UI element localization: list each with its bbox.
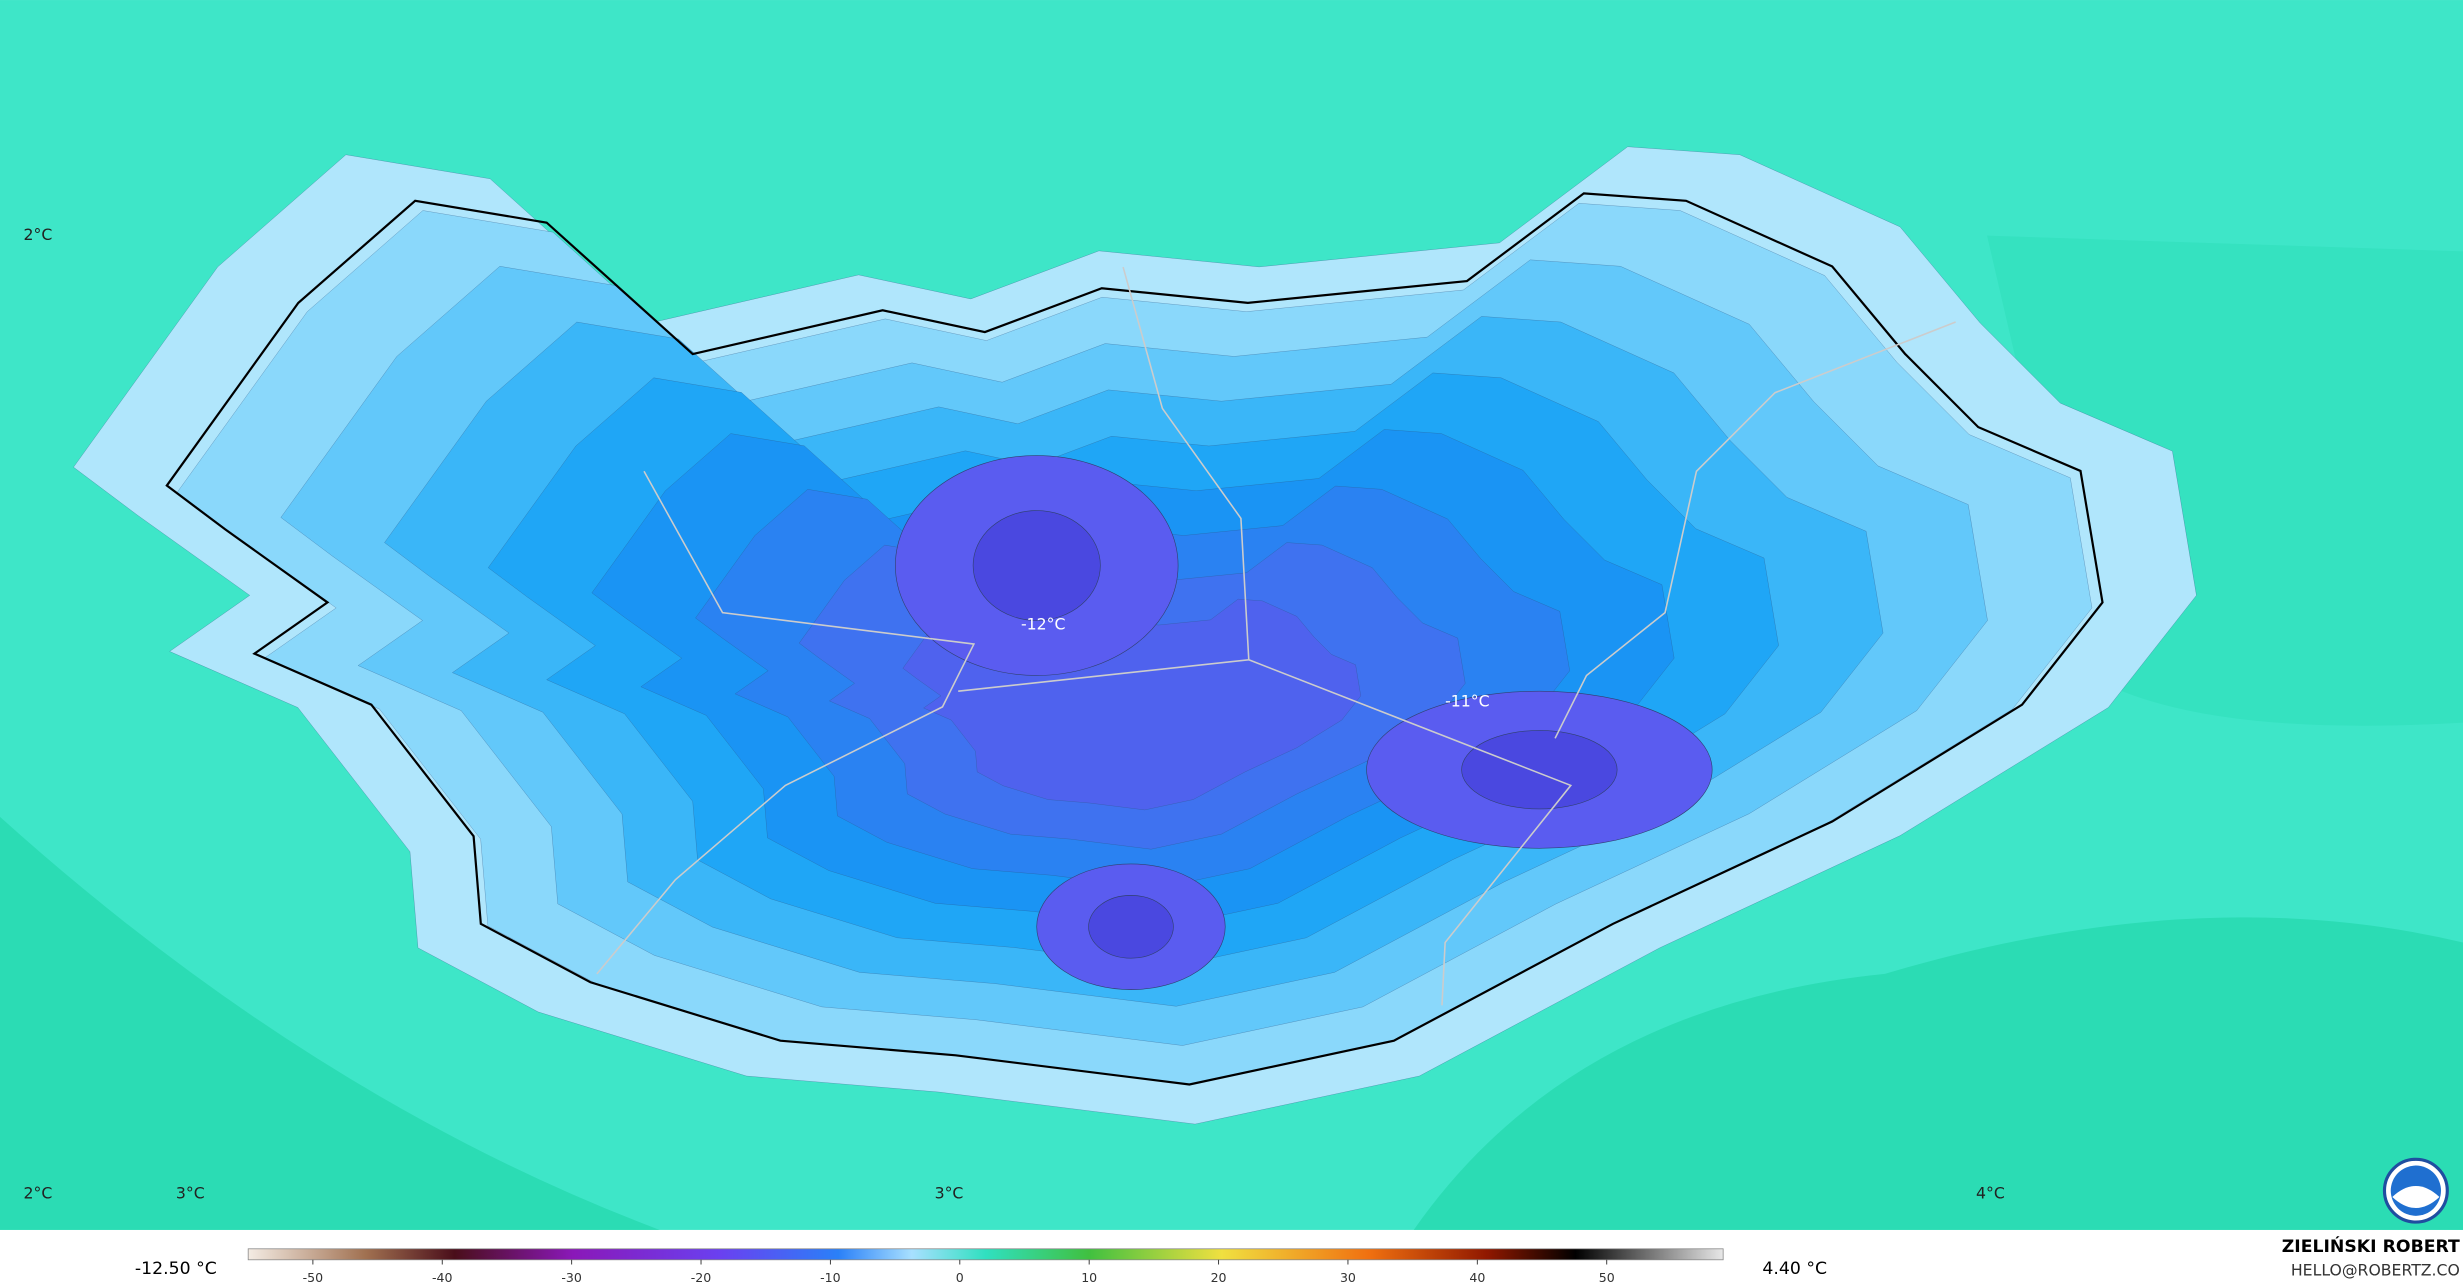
tick-label: 50 <box>1599 1270 1615 1285</box>
tick-label: -40 <box>432 1270 453 1285</box>
tick-label: -10 <box>820 1270 841 1285</box>
temperature-label: 3°C <box>935 1183 964 1202</box>
email: HELLO@ROBERTZ.CO <box>2291 1260 2460 1279</box>
tick-label: -20 <box>691 1270 712 1285</box>
tick-label: 40 <box>1469 1270 1485 1285</box>
tick-label: 0 <box>956 1270 964 1285</box>
colorbar <box>247 1248 1724 1261</box>
temperature-field <box>73 146 2197 1125</box>
temperature-label: -12°C <box>1021 615 1065 634</box>
tick-label: 30 <box>1340 1270 1356 1285</box>
coastline <box>165 192 2104 1086</box>
map-labels: 2°C 2°C 3°C 3°C 4°C -12°C -11°C <box>24 225 2005 1202</box>
temperature-label: 4°C <box>1976 1183 2005 1202</box>
road <box>596 470 976 975</box>
min-label: -12.50 °C <box>135 1259 217 1279</box>
cold-core <box>972 510 1101 621</box>
tick-label: 20 <box>1211 1270 1227 1285</box>
author: ZIELIŃSKI ROBERT <box>2282 1235 2460 1257</box>
colorbar-ticks: -50 -40 -30 -20 -10 0 10 20 30 40 50 <box>303 1259 1615 1285</box>
tick-label: 10 <box>1081 1270 1097 1285</box>
road <box>1248 659 1573 1006</box>
tick-label: -50 <box>303 1270 324 1285</box>
temperature-label: 3°C <box>176 1183 205 1202</box>
cold-core <box>1088 895 1174 959</box>
temperature-label: 2°C <box>24 225 53 244</box>
cold-core <box>1461 730 1618 810</box>
road <box>1554 321 1956 739</box>
tick-label: -30 <box>561 1270 582 1285</box>
noaa-logo <box>2382 1157 2449 1224</box>
temperature-label: -11°C <box>1445 692 1489 711</box>
max-label: 4.40 °C <box>1762 1259 1827 1279</box>
road <box>958 266 1250 692</box>
temperature-label: 2°C <box>24 1183 53 1202</box>
sea-contour <box>0 816 2463 1230</box>
